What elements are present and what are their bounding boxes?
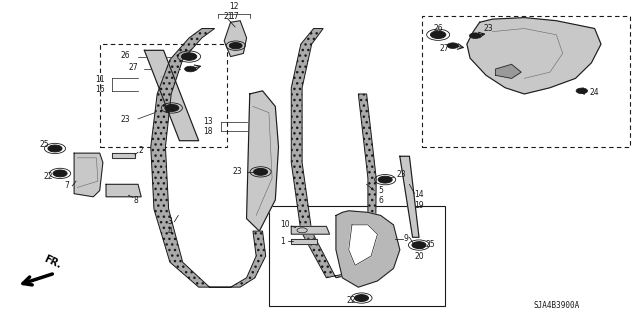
Text: 21: 21	[223, 11, 233, 20]
Text: 12
17: 12 17	[229, 2, 239, 21]
Polygon shape	[74, 153, 103, 197]
Text: 9: 9	[404, 234, 409, 243]
Bar	[100, 44, 227, 147]
Text: 15
20: 15 20	[415, 241, 424, 261]
Polygon shape	[145, 50, 198, 141]
Circle shape	[229, 42, 242, 49]
Polygon shape	[106, 184, 141, 197]
Circle shape	[447, 43, 459, 48]
Text: 1: 1	[280, 236, 285, 246]
Circle shape	[48, 145, 62, 152]
Text: 7: 7	[64, 182, 69, 190]
Polygon shape	[349, 225, 378, 265]
Text: 2: 2	[139, 146, 143, 155]
Circle shape	[184, 66, 196, 72]
Bar	[422, 16, 630, 147]
Text: 24: 24	[590, 88, 600, 97]
Circle shape	[53, 170, 67, 177]
Text: 26: 26	[120, 50, 130, 60]
Circle shape	[469, 33, 481, 39]
Text: 27: 27	[129, 63, 138, 72]
Text: 3
4: 3 4	[168, 217, 172, 236]
Text: SJA4B3900A: SJA4B3900A	[533, 301, 579, 310]
Text: 8: 8	[134, 196, 138, 205]
Polygon shape	[246, 91, 278, 231]
Text: 27: 27	[440, 44, 449, 53]
Circle shape	[181, 53, 196, 60]
Polygon shape	[467, 18, 601, 94]
Text: 5
6: 5 6	[378, 186, 383, 205]
Text: 23: 23	[120, 115, 130, 124]
Circle shape	[431, 31, 446, 39]
Polygon shape	[291, 28, 376, 278]
Text: 13
18: 13 18	[204, 117, 213, 137]
Text: 22: 22	[346, 296, 356, 305]
Circle shape	[355, 295, 369, 301]
Bar	[269, 206, 445, 306]
Polygon shape	[336, 211, 400, 287]
Text: 23: 23	[396, 170, 406, 180]
Polygon shape	[291, 226, 330, 234]
Circle shape	[165, 105, 179, 111]
Text: 23: 23	[232, 167, 242, 176]
Circle shape	[378, 176, 392, 183]
Text: 26: 26	[433, 24, 443, 33]
Polygon shape	[113, 153, 135, 158]
Text: 10: 10	[280, 220, 290, 229]
Polygon shape	[224, 21, 246, 56]
Text: 25: 25	[39, 140, 49, 149]
Polygon shape	[151, 28, 266, 287]
Polygon shape	[400, 156, 419, 237]
Text: 14
19: 14 19	[414, 190, 424, 210]
Text: 11
16: 11 16	[95, 75, 104, 94]
Circle shape	[253, 168, 268, 175]
Text: 22: 22	[44, 172, 53, 181]
Polygon shape	[495, 64, 521, 78]
Polygon shape	[291, 239, 317, 244]
Circle shape	[412, 242, 426, 249]
Text: 23: 23	[483, 24, 493, 33]
Text: FR.: FR.	[42, 253, 63, 270]
Text: 25: 25	[425, 240, 435, 249]
Circle shape	[576, 88, 588, 94]
